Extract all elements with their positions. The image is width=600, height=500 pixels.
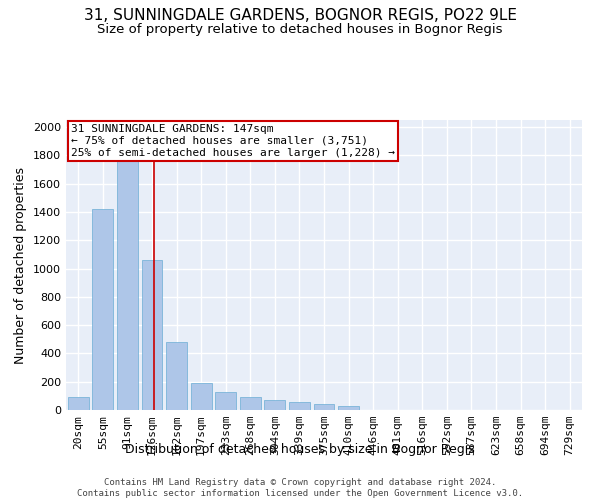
Bar (240, 398, 261, 410)
Bar (191, 383, 212, 410)
Text: Size of property relative to detached houses in Bognor Regis: Size of property relative to detached ho… (97, 22, 503, 36)
Bar (265, 400, 286, 410)
Text: 31 SUNNINGDALE GARDENS: 147sqm
← 75% of detached houses are smaller (3,751)
25% : 31 SUNNINGDALE GARDENS: 147sqm ← 75% of … (71, 124, 395, 158)
Bar (166, 342, 187, 410)
Bar (142, 260, 163, 410)
Bar (92, 209, 113, 410)
Bar (215, 392, 236, 410)
Bar (117, 141, 138, 410)
Bar (289, 402, 310, 410)
Bar (68, 398, 89, 410)
Bar (338, 406, 359, 410)
Bar (314, 404, 334, 410)
Text: Contains HM Land Registry data © Crown copyright and database right 2024.
Contai: Contains HM Land Registry data © Crown c… (77, 478, 523, 498)
Text: Distribution of detached houses by size in Bognor Regis: Distribution of detached houses by size … (125, 442, 475, 456)
Y-axis label: Number of detached properties: Number of detached properties (14, 166, 28, 364)
Text: 31, SUNNINGDALE GARDENS, BOGNOR REGIS, PO22 9LE: 31, SUNNINGDALE GARDENS, BOGNOR REGIS, P… (83, 8, 517, 22)
